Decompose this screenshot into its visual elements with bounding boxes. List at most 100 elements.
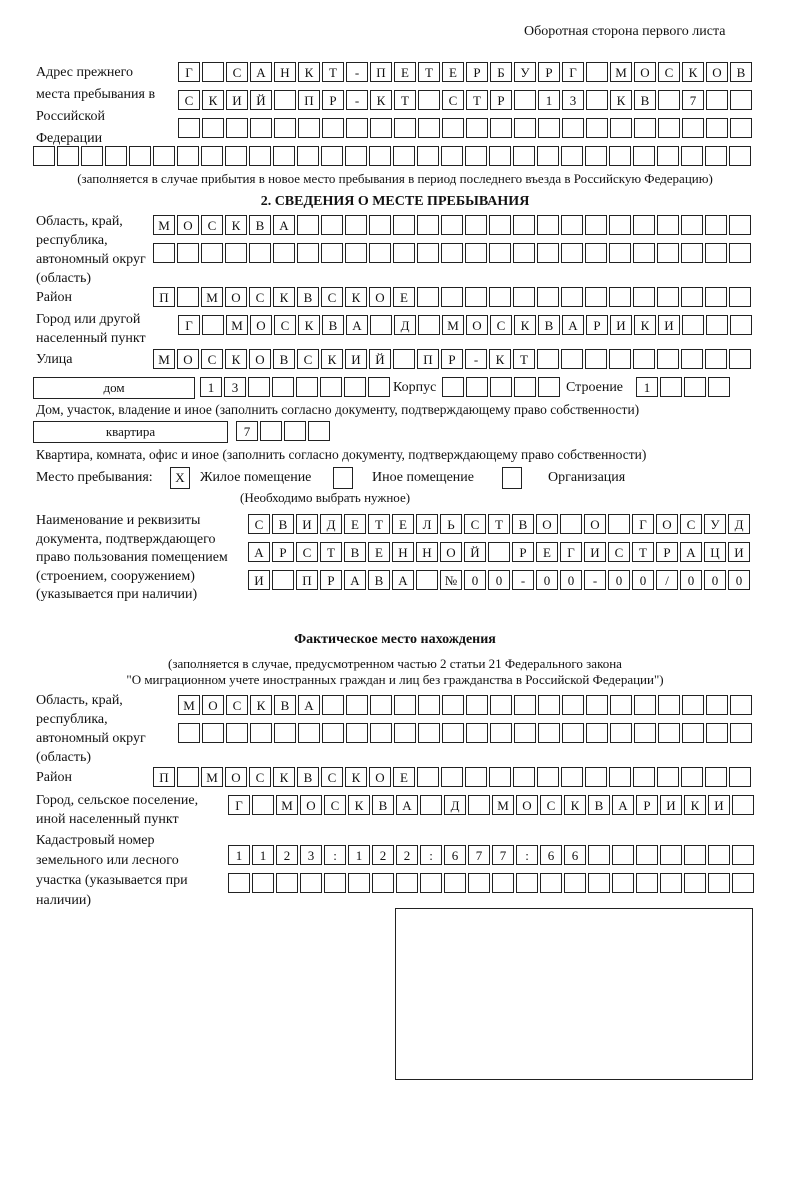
char-cell[interactable]: О: [440, 542, 462, 562]
char-cell[interactable]: [466, 695, 488, 715]
char-cell[interactable]: А: [392, 570, 414, 590]
char-cell[interactable]: В: [372, 795, 394, 815]
char-cell[interactable]: [705, 215, 727, 235]
char-cell[interactable]: [585, 767, 607, 787]
char-cell[interactable]: [561, 287, 583, 307]
char-cell[interactable]: [537, 215, 559, 235]
char-cell[interactable]: Т: [394, 90, 416, 110]
char-cell[interactable]: П: [153, 287, 175, 307]
char-cell[interactable]: [537, 767, 559, 787]
char-cell[interactable]: С: [296, 542, 318, 562]
char-cell[interactable]: Й: [464, 542, 486, 562]
char-cell[interactable]: [634, 723, 656, 743]
char-cell[interactable]: [636, 845, 658, 865]
char-cell[interactable]: [660, 377, 682, 397]
char-cell[interactable]: Е: [344, 514, 366, 534]
char-cell[interactable]: [417, 767, 439, 787]
char-cell[interactable]: [684, 377, 706, 397]
char-cell[interactable]: 7: [682, 90, 704, 110]
char-cell[interactable]: [489, 146, 511, 166]
char-cell[interactable]: [201, 243, 223, 263]
char-cell[interactable]: О: [656, 514, 678, 534]
char-cell[interactable]: [370, 315, 392, 335]
char-cell[interactable]: [729, 767, 751, 787]
char-cell[interactable]: О: [177, 349, 199, 369]
char-cell[interactable]: [706, 723, 728, 743]
char-cell[interactable]: О: [634, 62, 656, 82]
document-row-3[interactable]: И П Р А В А № 0 0-0 0-0 0/0 0 0: [248, 570, 752, 592]
char-cell[interactable]: [417, 243, 439, 263]
prev-address-row-3[interactable]: [178, 118, 754, 140]
char-cell[interactable]: П: [417, 349, 439, 369]
char-cell[interactable]: [586, 695, 608, 715]
char-cell[interactable]: [260, 421, 282, 441]
char-cell[interactable]: [276, 873, 298, 893]
char-cell[interactable]: [562, 695, 584, 715]
char-cell[interactable]: 0: [704, 570, 726, 590]
char-cell[interactable]: С: [321, 767, 343, 787]
char-cell[interactable]: [730, 723, 752, 743]
char-cell[interactable]: [682, 315, 704, 335]
char-cell[interactable]: О: [225, 287, 247, 307]
char-cell[interactable]: [416, 570, 438, 590]
char-cell[interactable]: [657, 287, 679, 307]
char-cell[interactable]: Г: [178, 62, 200, 82]
char-cell[interactable]: С: [442, 90, 464, 110]
char-cell[interactable]: О: [300, 795, 322, 815]
char-cell[interactable]: Е: [392, 514, 414, 534]
char-cell[interactable]: [514, 90, 536, 110]
char-cell[interactable]: [442, 118, 464, 138]
char-cell[interactable]: [489, 767, 511, 787]
char-cell[interactable]: [681, 767, 703, 787]
char-cell[interactable]: И: [610, 315, 632, 335]
apartment-type-field[interactable]: квартира: [33, 421, 228, 443]
char-cell[interactable]: К: [225, 215, 247, 235]
char-cell[interactable]: Г: [228, 795, 250, 815]
char-cell[interactable]: [284, 421, 306, 441]
char-cell[interactable]: Е: [536, 542, 558, 562]
char-cell[interactable]: [177, 767, 199, 787]
char-cell[interactable]: [657, 767, 679, 787]
char-cell[interactable]: Г: [560, 542, 582, 562]
char-cell[interactable]: [538, 695, 560, 715]
char-cell[interactable]: Л: [416, 514, 438, 534]
char-cell[interactable]: 7: [236, 421, 258, 441]
char-cell[interactable]: [369, 215, 391, 235]
char-cell[interactable]: [370, 695, 392, 715]
char-cell[interactable]: [612, 873, 634, 893]
char-cell[interactable]: [441, 215, 463, 235]
char-cell[interactable]: [344, 377, 366, 397]
char-cell[interactable]: [586, 90, 608, 110]
char-cell[interactable]: Г: [178, 315, 200, 335]
char-cell[interactable]: [272, 377, 294, 397]
char-cell[interactable]: М: [201, 287, 223, 307]
char-cell[interactable]: [705, 146, 727, 166]
char-cell[interactable]: Е: [394, 62, 416, 82]
char-cell[interactable]: [250, 723, 272, 743]
char-cell[interactable]: [225, 146, 247, 166]
char-cell[interactable]: [658, 723, 680, 743]
char-cell[interactable]: К: [345, 767, 367, 787]
char-cell[interactable]: И: [658, 315, 680, 335]
char-cell[interactable]: [322, 118, 344, 138]
char-cell[interactable]: Т: [368, 514, 390, 534]
char-cell[interactable]: [490, 118, 512, 138]
char-cell[interactable]: [252, 873, 274, 893]
char-cell[interactable]: [489, 215, 511, 235]
char-cell[interactable]: [346, 118, 368, 138]
char-cell[interactable]: [657, 243, 679, 263]
char-cell[interactable]: [273, 146, 295, 166]
char-cell[interactable]: [561, 767, 583, 787]
char-cell[interactable]: [562, 723, 584, 743]
char-cell[interactable]: [609, 287, 631, 307]
char-cell[interactable]: [369, 243, 391, 263]
char-cell[interactable]: [418, 118, 440, 138]
char-cell[interactable]: [657, 215, 679, 235]
char-cell[interactable]: К: [634, 315, 656, 335]
char-cell[interactable]: [177, 146, 199, 166]
char-cell[interactable]: В: [588, 795, 610, 815]
char-cell[interactable]: С: [608, 542, 630, 562]
char-cell[interactable]: [466, 118, 488, 138]
